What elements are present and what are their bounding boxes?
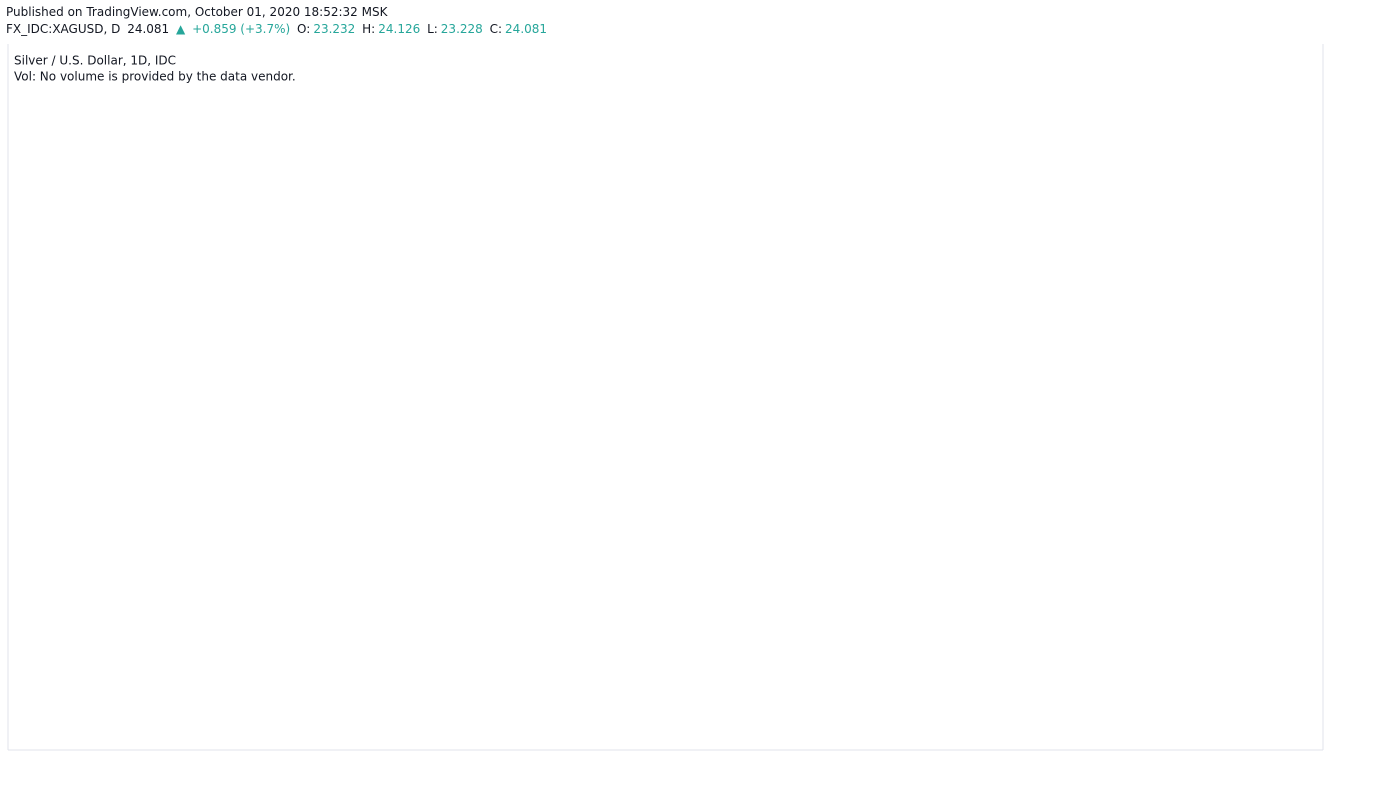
ohlc-label: H: [362, 22, 376, 36]
published: Published on TradingView.com, October 01… [6, 5, 388, 19]
ohlc-label: C: [489, 22, 503, 36]
close-value: 24.081 [505, 22, 548, 36]
header: Published on TradingView.com, October 01… [6, 4, 550, 38]
low-value: 23.228 [440, 22, 483, 36]
legend-title: Silver / U.S. Dollar, 1D, IDC [14, 54, 176, 68]
arrow: ▲ [176, 22, 186, 36]
legend-volume: Vol: No volume is provided by the data v… [14, 70, 296, 84]
high-value: 24.126 [378, 22, 421, 36]
open-value: 23.232 [313, 22, 356, 36]
symbol: FX_IDC:XAGUSD, D [6, 22, 121, 36]
change: +0.859 (+3.7%) [192, 22, 291, 36]
last-price: 24.081 [127, 22, 170, 36]
ohlc-label: L: [427, 22, 438, 36]
symbol-line: FX_IDC:XAGUSD, D 24.081 ▲ +0.859 (+3.7%)… [6, 21, 550, 38]
ohlc-label: O: [297, 22, 311, 36]
